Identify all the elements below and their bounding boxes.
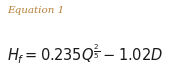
Text: $H_f = 0.235Q^{\frac{2}{5}} - 1.02D$: $H_f = 0.235Q^{\frac{2}{5}} - 1.02D$ [7, 42, 164, 66]
Text: Equation 1: Equation 1 [7, 6, 65, 15]
